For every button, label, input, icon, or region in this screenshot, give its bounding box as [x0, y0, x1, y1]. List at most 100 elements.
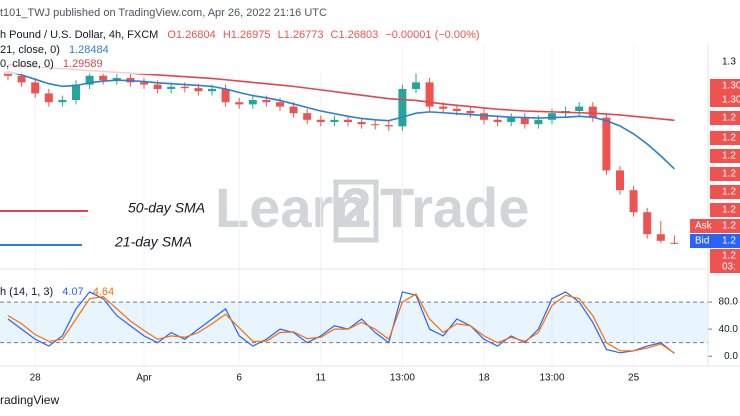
- stoch-line: [7, 291, 675, 354]
- watermark-box: [333, 179, 379, 243]
- candle-body: [493, 119, 502, 122]
- x-tick-label: 28: [30, 373, 42, 384]
- candle-body: [180, 86, 189, 89]
- candle-body: [167, 86, 176, 89]
- candle-body: [289, 106, 298, 114]
- candle-body: [31, 82, 40, 94]
- price-label: 1.2: [722, 113, 736, 124]
- candle-body: [480, 113, 488, 120]
- candle-body: [330, 119, 339, 122]
- sma-label: 21, close, 0): [0, 44, 60, 56]
- ohlc: O1.26804: [167, 29, 215, 41]
- price-label-box: [710, 131, 740, 145]
- stoch-line: [7, 293, 675, 354]
- candle-body: [439, 106, 448, 109]
- sma21-legend: 21, close, 0) 1.28484: [0, 44, 109, 56]
- price-label: 1.2: [722, 205, 736, 216]
- sma-value: 1.28484: [69, 44, 109, 56]
- price-label: 1.2: [722, 169, 736, 180]
- candle-body: [85, 75, 94, 85]
- candle-body: [520, 117, 529, 125]
- candle-body: [208, 89, 216, 92]
- candle-body: [112, 78, 121, 81]
- candle-body: [316, 119, 325, 122]
- watermark: Learn 2 Trade: [215, 176, 529, 243]
- candle-body: [548, 113, 556, 120]
- candle-body: [140, 82, 148, 85]
- bid-price: 1.2: [722, 236, 736, 247]
- last-time: 03:: [722, 262, 736, 273]
- symbol: h Pound / U.S. Dollar, 4h, FXCM: [0, 29, 158, 41]
- price-label-box: [710, 93, 740, 107]
- sma-label: 0, close, 0): [0, 58, 54, 70]
- stoch-value: 4.64: [93, 286, 114, 298]
- sma50-legend: 0, close, 0) 1.29589: [0, 58, 103, 70]
- bid-label: Bid: [695, 236, 709, 247]
- watermark-text: 2: [340, 176, 371, 239]
- x-tick-label: 13:00: [539, 373, 564, 384]
- candle-body: [303, 113, 312, 120]
- candle-body: [357, 122, 366, 125]
- price-label: 1.30: [722, 81, 740, 92]
- footer: radingView: [0, 393, 59, 407]
- candle-body: [17, 75, 26, 83]
- candle-body: [466, 111, 475, 114]
- ohlc: C1.26803: [331, 29, 379, 41]
- candle-body: [398, 89, 407, 127]
- candle-body: [643, 212, 652, 235]
- candle-body: [276, 102, 284, 107]
- candle-body: [99, 75, 108, 81]
- candle-body: [44, 93, 53, 103]
- stoch-legend: h (14, 1, 3) 4.07 4.64: [0, 286, 114, 298]
- candle-body: [235, 102, 244, 105]
- price-label: 1.2: [722, 187, 736, 198]
- stoch-value: 4.07: [62, 286, 83, 298]
- price-label-box: [710, 79, 740, 93]
- candle-body: [221, 89, 230, 103]
- candle-body: [629, 190, 638, 213]
- candle-body: [262, 100, 271, 103]
- last-price: 1.2: [722, 251, 736, 262]
- sma-line: [7, 70, 675, 170]
- last-box: [710, 249, 740, 273]
- y-tick-label: 80.0: [719, 297, 739, 308]
- candle-body: [153, 84, 162, 89]
- watermark-text: Learn: [215, 176, 368, 239]
- price-label-box: [710, 167, 740, 181]
- candle-body: [344, 119, 352, 122]
- x-tick-label: 18: [478, 373, 490, 384]
- candle-body: [452, 108, 461, 111]
- price-label: 1.2: [722, 151, 736, 162]
- x-tick-label: 25: [628, 373, 640, 384]
- ohlc: −0.00001 (−0.00%): [385, 29, 479, 41]
- candle-body: [602, 117, 611, 171]
- x-tick-label: 11: [316, 373, 327, 384]
- x-tick-label: 6: [236, 373, 242, 384]
- candle-body: [412, 82, 420, 89]
- price-label-box: [710, 149, 740, 163]
- y-tick-label: 0.0: [724, 351, 738, 362]
- candle-body: [58, 100, 67, 103]
- legend-backdrop: [0, 22, 330, 74]
- ohlc: L1.26773: [278, 29, 324, 41]
- symbol-line: h Pound / U.S. Dollar, 4h, FXCM O1.26804…: [0, 29, 480, 41]
- candle-body: [616, 170, 624, 191]
- price-label-box: [710, 185, 740, 199]
- candle-body: [384, 125, 393, 127]
- price-label-box: [710, 111, 740, 125]
- candle-body: [588, 106, 597, 118]
- annotation: 50-day SMA: [128, 200, 205, 216]
- stoch-band: [0, 302, 708, 343]
- price-label: 1.30: [722, 95, 740, 106]
- candle-body: [248, 100, 257, 105]
- price-label: 1.2: [722, 133, 736, 144]
- ask-box: [690, 219, 740, 233]
- published-line: t101_TWJ published on TradingView.com, A…: [0, 7, 327, 19]
- y-tick-label: 40.0: [719, 324, 739, 335]
- x-tick-label: 13:00: [390, 373, 415, 384]
- x-tick-label: Apr: [136, 373, 152, 384]
- watermark-text: Trade: [380, 176, 529, 239]
- candle-body: [72, 84, 80, 100]
